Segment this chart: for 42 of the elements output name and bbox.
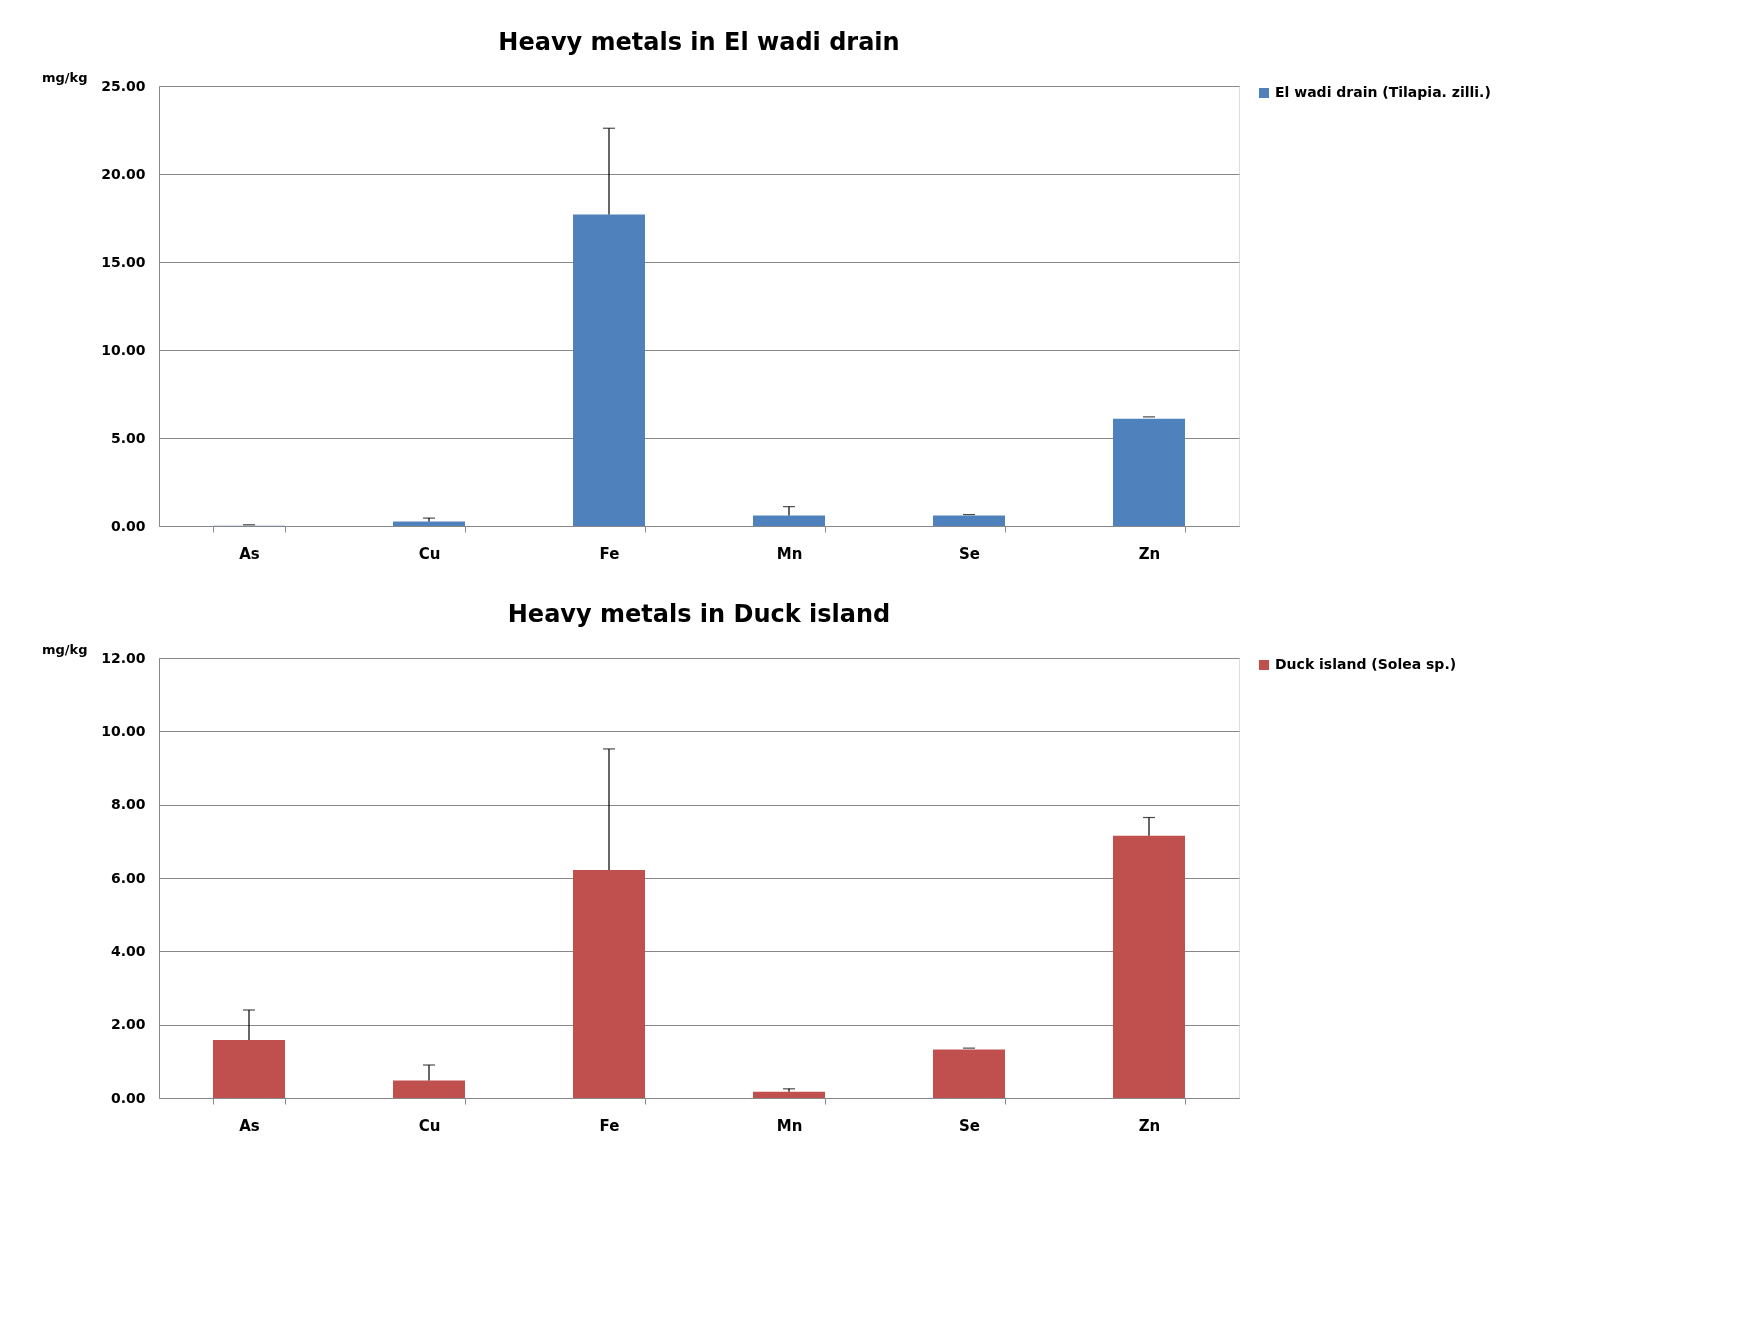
bar — [933, 1049, 1005, 1098]
bar — [933, 515, 1005, 526]
chart-title: Heavy metals in El wadi drain — [498, 28, 900, 56]
y-tick-label: 20.00 — [101, 165, 146, 182]
y-tick-label: 2.00 — [110, 1016, 146, 1033]
x-tick-label: Fe — [599, 1116, 620, 1135]
y-tick-label: 12.00 — [101, 649, 146, 666]
chart-title: Heavy metals in Duck island — [507, 600, 891, 628]
y-tick-label: 0.00 — [110, 517, 146, 534]
y-tick-label: 6.00 — [110, 869, 146, 886]
x-tick-label: As — [239, 1116, 260, 1135]
y-tick-label: 4.00 — [110, 942, 146, 959]
bar — [213, 1040, 285, 1098]
y-tick-label: 8.00 — [110, 796, 146, 813]
y-tick-label: 10.00 — [101, 722, 146, 739]
y-tick-label: 0.00 — [110, 1089, 146, 1106]
x-tick-label: As — [239, 544, 260, 563]
bar — [753, 1091, 825, 1098]
y-tick-label: 10.00 — [101, 341, 146, 358]
bar — [753, 515, 825, 526]
x-tick-label: Mn — [776, 1116, 803, 1135]
y-tick-label: 25.00 — [101, 77, 146, 94]
x-tick-label: Cu — [418, 544, 441, 563]
y-tick-label: 15.00 — [101, 253, 146, 270]
x-tick-label: Fe — [599, 544, 620, 563]
bar — [1113, 835, 1185, 1098]
y-axis-title: mg/kg — [41, 69, 88, 85]
legend-label: Duck island (Solea sp.) — [1275, 656, 1457, 672]
bar — [1113, 418, 1185, 526]
legend-label: El wadi drain (Tilapia. zilli.) — [1275, 84, 1491, 100]
y-axis-title: mg/kg — [41, 641, 88, 657]
x-tick-label: Zn — [1138, 1116, 1161, 1135]
x-tick-label: Se — [959, 1116, 980, 1135]
x-tick-label: Se — [959, 544, 980, 563]
x-tick-label: Mn — [776, 544, 803, 563]
y-tick-label: 5.00 — [110, 429, 146, 446]
x-tick-label: Zn — [1138, 544, 1161, 563]
bar — [393, 521, 465, 526]
bar — [393, 1080, 465, 1098]
bar — [573, 214, 645, 526]
x-tick-label: Cu — [418, 1116, 441, 1135]
bar — [573, 869, 645, 1098]
